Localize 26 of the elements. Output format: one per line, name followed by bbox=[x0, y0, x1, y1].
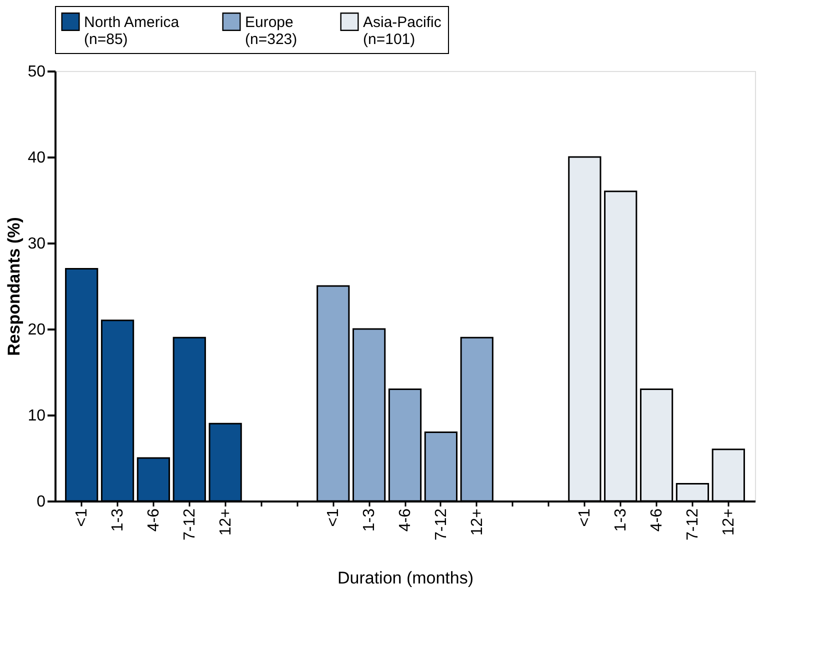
y-tick-label: 20 bbox=[28, 322, 46, 338]
x-axis-title: Duration (months) bbox=[337, 568, 474, 588]
x-tick-label: 7-12 bbox=[684, 508, 702, 541]
legend-label: North America (n=85) bbox=[84, 14, 180, 48]
x-tick-label: <1 bbox=[576, 508, 594, 527]
legend-label: Asia-Pacific (n=101) bbox=[363, 14, 442, 48]
y-tick-label: 40 bbox=[28, 150, 46, 166]
x-tick-label: 1-3 bbox=[110, 508, 127, 532]
x-tick-label: 4-6 bbox=[397, 508, 414, 532]
x-tick-label: 1-3 bbox=[361, 508, 378, 532]
y-axis-title: Respondants (%) bbox=[4, 217, 24, 356]
x-tick-label: 4-6 bbox=[648, 508, 666, 532]
legend-label: Europe (n=323) bbox=[245, 14, 298, 48]
x-tick-label: 4-6 bbox=[145, 508, 162, 532]
x-tick-label: 7-12 bbox=[432, 508, 450, 541]
y-tick-label: 50 bbox=[28, 64, 46, 80]
x-tick-label: 12+ bbox=[468, 508, 486, 536]
x-tick-label: 7-12 bbox=[181, 508, 198, 541]
y-tick-label: 0 bbox=[36, 494, 46, 510]
x-tick-label: 12+ bbox=[217, 508, 234, 536]
y-tick-label: 10 bbox=[28, 408, 46, 424]
y-tick-label: 30 bbox=[28, 236, 46, 252]
x-tick-label: 1-3 bbox=[612, 508, 630, 532]
x-tick-label: <1 bbox=[325, 508, 342, 527]
x-tick-label: <1 bbox=[74, 508, 91, 527]
x-tick-label: 12+ bbox=[720, 508, 738, 536]
